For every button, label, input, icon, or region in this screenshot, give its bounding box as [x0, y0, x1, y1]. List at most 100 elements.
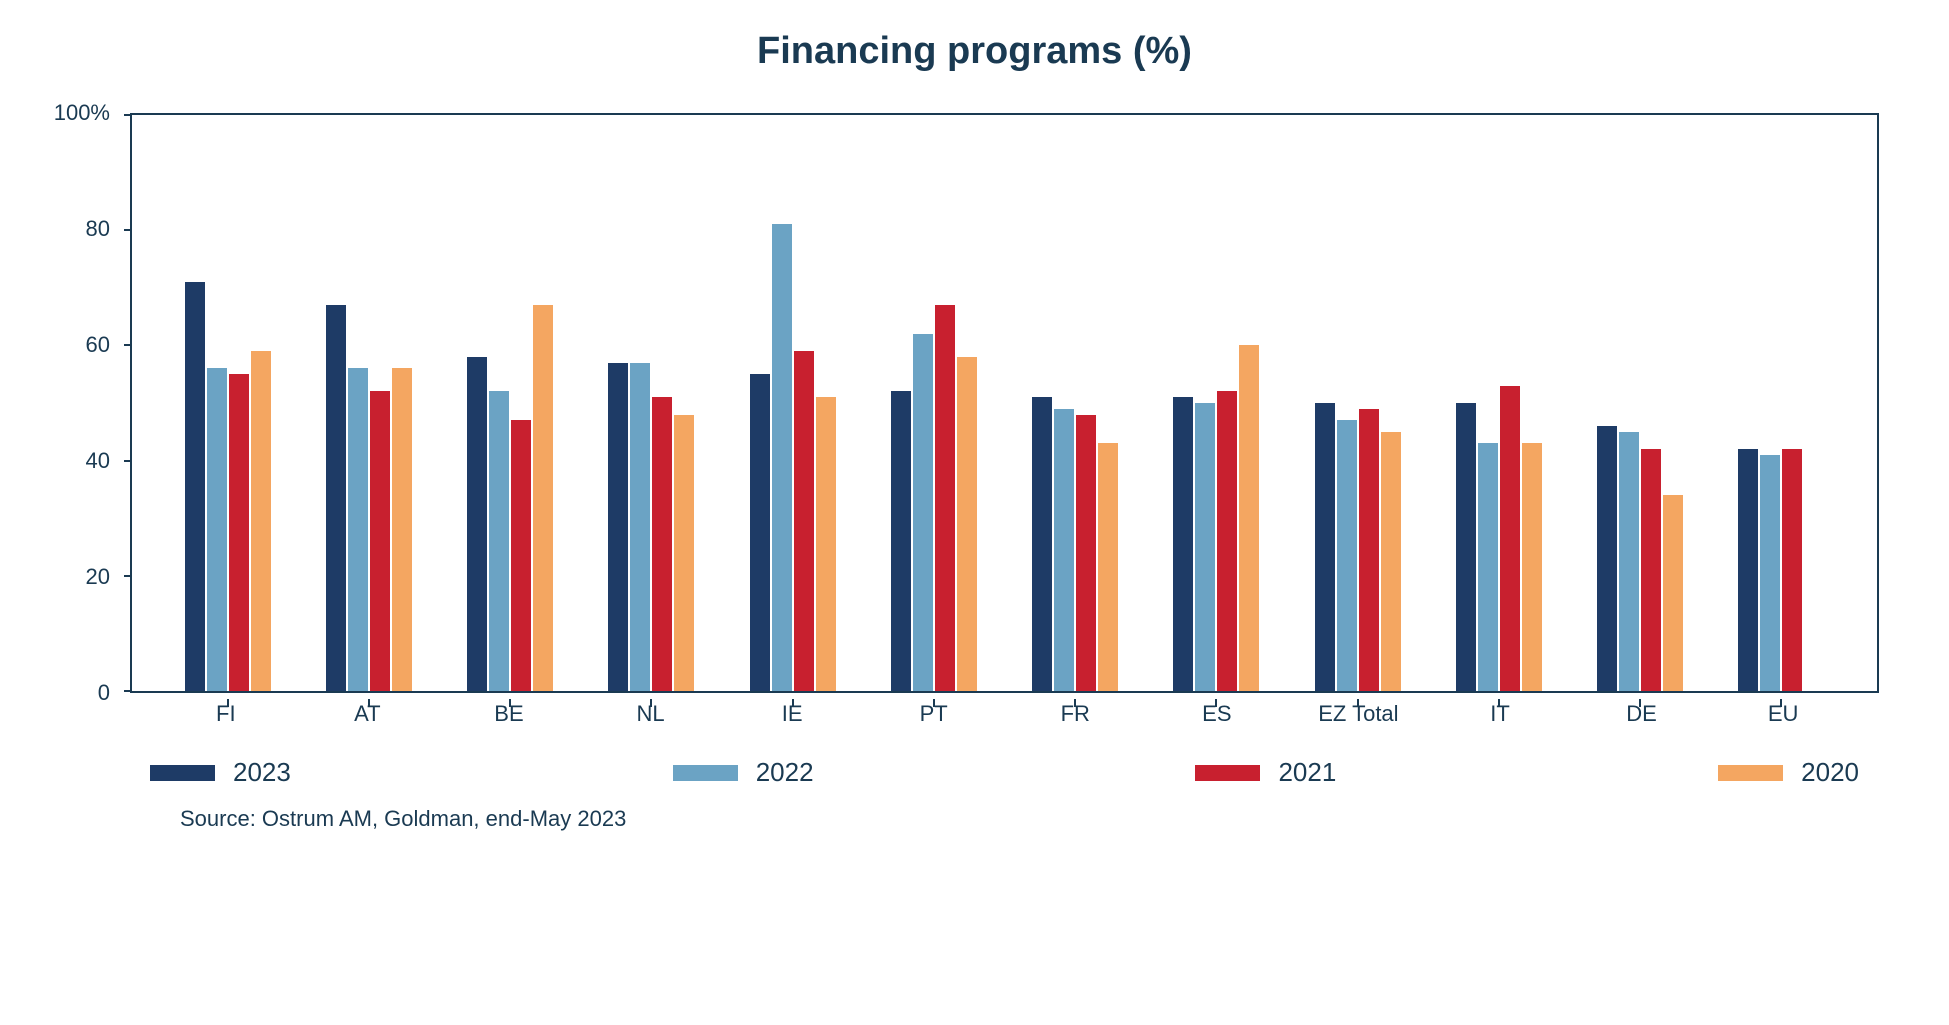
legend-label: 2021 — [1278, 757, 1336, 788]
x-tick — [933, 699, 935, 707]
y-axis: 020406080100% — [50, 113, 120, 693]
x-axis-label: DE — [1571, 701, 1713, 727]
x-axis: FIATBENLIEPTFRESEZ TotalITDEEU — [130, 701, 1879, 727]
bar — [1597, 426, 1617, 691]
x-tick — [227, 699, 229, 707]
bar — [489, 391, 509, 691]
bar — [1217, 391, 1237, 691]
bar — [1195, 403, 1215, 691]
bar — [1076, 415, 1096, 691]
category-group — [1711, 115, 1852, 691]
category-group — [440, 115, 581, 691]
bar — [1381, 432, 1401, 691]
bar — [1738, 449, 1758, 691]
category-group — [157, 115, 298, 691]
category-group — [1428, 115, 1569, 691]
bar — [816, 397, 836, 691]
bar — [1315, 403, 1335, 691]
bar — [1032, 397, 1052, 691]
bar — [1239, 345, 1259, 691]
legend-item: 2020 — [1718, 757, 1859, 788]
bar — [511, 420, 531, 691]
plot-wrapper: 020406080100% — [50, 113, 1899, 693]
bar — [1500, 386, 1520, 691]
bar — [1359, 409, 1379, 691]
bar — [251, 351, 271, 691]
bars-region — [132, 115, 1877, 691]
bar — [467, 357, 487, 691]
category-group — [863, 115, 1004, 691]
legend-item: 2022 — [673, 757, 814, 788]
bar — [608, 363, 628, 691]
bar — [185, 282, 205, 691]
bar — [1478, 443, 1498, 691]
bar — [794, 351, 814, 691]
legend-swatch — [1718, 765, 1783, 781]
bar — [891, 391, 911, 691]
source-text: Source: Ostrum AM, Goldman, end-May 2023 — [180, 806, 1899, 832]
x-tick — [1215, 699, 1217, 707]
y-axis-label: 100% — [50, 100, 110, 126]
legend-swatch — [150, 765, 215, 781]
bar — [1782, 449, 1802, 691]
legend-label: 2022 — [756, 757, 814, 788]
y-axis-label: 0 — [50, 680, 110, 706]
y-axis-label: 20 — [50, 564, 110, 590]
legend-swatch — [1195, 765, 1260, 781]
x-tick — [1074, 699, 1076, 707]
x-tick — [1498, 699, 1500, 707]
x-tick — [792, 699, 794, 707]
bar — [957, 357, 977, 691]
bar — [1456, 403, 1476, 691]
bar — [533, 305, 553, 691]
bar — [207, 368, 227, 691]
legend-label: 2023 — [233, 757, 291, 788]
plot-area — [130, 113, 1879, 693]
y-tick — [124, 690, 132, 692]
bar — [1098, 443, 1118, 691]
bar — [630, 363, 650, 691]
bar — [1663, 495, 1683, 691]
x-tick — [509, 699, 511, 707]
bar — [229, 374, 249, 691]
x-tick — [1357, 699, 1359, 707]
bar — [1760, 455, 1780, 691]
x-tick — [1780, 699, 1782, 707]
bar — [1173, 397, 1193, 691]
y-tick — [124, 575, 132, 577]
x-tick — [1639, 699, 1641, 707]
bar — [1522, 443, 1542, 691]
bar — [370, 391, 390, 691]
x-tick — [368, 699, 370, 707]
bar — [750, 374, 770, 691]
x-axis-label: IT — [1429, 701, 1571, 727]
bar — [772, 224, 792, 691]
category-group — [1287, 115, 1428, 691]
chart-title: Financing programs (%) — [50, 30, 1899, 73]
category-group — [298, 115, 439, 691]
bar — [1054, 409, 1074, 691]
x-axis-label: EU — [1712, 701, 1854, 727]
bar — [326, 305, 346, 691]
bar — [1337, 420, 1357, 691]
x-tick — [650, 699, 652, 707]
legend-item: 2021 — [1195, 757, 1336, 788]
category-group — [722, 115, 863, 691]
bar — [392, 368, 412, 691]
y-axis-label: 40 — [50, 448, 110, 474]
chart-container: Financing programs (%) 020406080100% FIA… — [50, 30, 1899, 832]
bar — [674, 415, 694, 691]
bar — [913, 334, 933, 691]
legend-swatch — [673, 765, 738, 781]
legend: 2023 2022 2021 2020 — [130, 757, 1879, 788]
y-axis-label: 80 — [50, 216, 110, 242]
category-group — [1005, 115, 1146, 691]
y-tick — [124, 460, 132, 462]
bar — [935, 305, 955, 691]
bar — [1641, 449, 1661, 691]
y-tick — [124, 229, 132, 231]
category-group — [1146, 115, 1287, 691]
legend-item: 2023 — [150, 757, 291, 788]
y-tick — [124, 344, 132, 346]
bar — [652, 397, 672, 691]
